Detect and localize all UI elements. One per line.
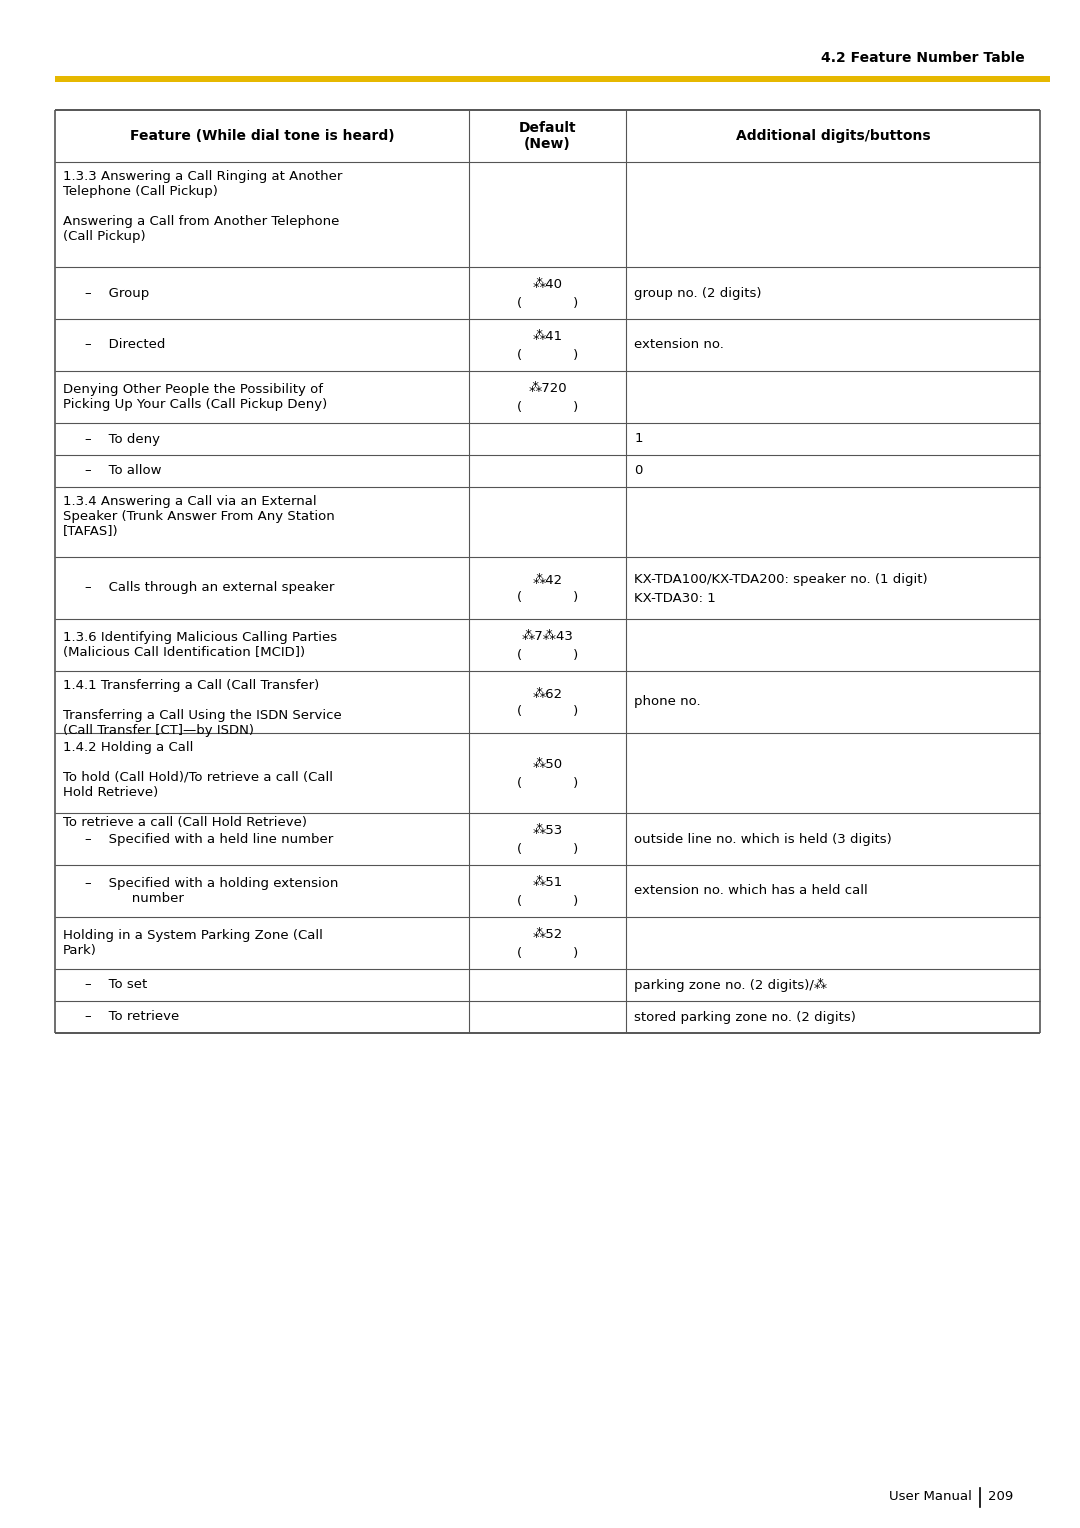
Text: ⁂53: ⁂53 [532, 825, 563, 837]
Text: Holding in a System Parking Zone (Call
Park): Holding in a System Parking Zone (Call P… [63, 929, 323, 957]
Text: –    Group: – Group [85, 287, 149, 299]
Text: –    Specified with a held line number: – Specified with a held line number [85, 833, 334, 845]
Bar [55, 76, 1050, 83]
Text: 1.3.6 Identifying Malicious Calling Parties
(Malicious Call Identification [MCID: 1.3.6 Identifying Malicious Calling Part… [63, 631, 337, 659]
Text: 1.3.4 Answering a Call via an External
Speaker (Trunk Answer From Any Station
[T: 1.3.4 Answering a Call via an External S… [63, 495, 335, 538]
Text: ⁂41: ⁂41 [532, 330, 563, 344]
Text: –    To deny: – To deny [85, 432, 160, 446]
Text: ⁂7⁂43: ⁂7⁂43 [522, 631, 573, 643]
Text: –    Calls through an external speaker: – Calls through an external speaker [85, 582, 335, 594]
Text: –    To set: – To set [85, 978, 147, 992]
Text: 209: 209 [988, 1490, 1013, 1504]
Text: –    To retrieve: – To retrieve [85, 1010, 179, 1024]
Text: (            ): ( ) [517, 842, 578, 856]
Text: 0: 0 [634, 465, 643, 477]
Text: outside line no. which is held (3 digits): outside line no. which is held (3 digits… [634, 833, 892, 845]
Text: 1.4.1 Transferring a Call (Call Transfer)

Transferring a Call Using the ISDN Se: 1.4.1 Transferring a Call (Call Transfer… [63, 678, 341, 736]
Text: –    To allow: – To allow [85, 465, 162, 477]
Text: parking zone no. (2 digits)/⁂: parking zone no. (2 digits)/⁂ [634, 978, 827, 992]
Text: ⁂62: ⁂62 [532, 688, 563, 700]
Text: (            ): ( ) [517, 706, 578, 718]
Text: 1: 1 [634, 432, 643, 446]
Text: Default
(New): Default (New) [518, 121, 577, 151]
Text: User Manual: User Manual [889, 1490, 972, 1504]
Text: (            ): ( ) [517, 946, 578, 960]
Text: ⁂720: ⁂720 [528, 382, 567, 396]
Text: Denying Other People the Possibility of
Picking Up Your Calls (Call Pickup Deny): Denying Other People the Possibility of … [63, 384, 327, 411]
Text: –    Specified with a holding extension
           number: – Specified with a holding extension num… [85, 877, 338, 905]
Text: stored parking zone no. (2 digits): stored parking zone no. (2 digits) [634, 1010, 856, 1024]
Text: (            ): ( ) [517, 591, 578, 605]
Text: extension no. which has a held call: extension no. which has a held call [634, 885, 868, 897]
Text: 1.4.2 Holding a Call

To hold (Call Hold)/To retrieve a call (Call
Hold Retrieve: 1.4.2 Holding a Call To hold (Call Hold)… [63, 741, 333, 830]
Text: –    Directed: – Directed [85, 339, 165, 351]
Text: Feature (While dial tone is heard): Feature (While dial tone is heard) [130, 128, 394, 144]
Text: ⁂40: ⁂40 [532, 278, 563, 292]
Text: (            ): ( ) [517, 348, 578, 362]
Text: phone no.: phone no. [634, 695, 701, 709]
Text: (            ): ( ) [517, 648, 578, 662]
Text: ⁂52: ⁂52 [532, 929, 563, 941]
Text: ⁂50: ⁂50 [532, 758, 563, 772]
Text: group no. (2 digits): group no. (2 digits) [634, 287, 761, 299]
Text: KX-TDA30: 1: KX-TDA30: 1 [634, 591, 716, 605]
Text: ⁂42: ⁂42 [532, 573, 563, 587]
Text: 1.3.3 Answering a Call Ringing at Another
Telephone (Call Pickup)

Answering a C: 1.3.3 Answering a Call Ringing at Anothe… [63, 170, 342, 243]
Text: KX-TDA100/KX-TDA200: speaker no. (1 digit): KX-TDA100/KX-TDA200: speaker no. (1 digi… [634, 573, 928, 585]
Text: (            ): ( ) [517, 776, 578, 790]
Text: extension no.: extension no. [634, 339, 725, 351]
Text: (            ): ( ) [517, 894, 578, 908]
Text: (            ): ( ) [517, 400, 578, 414]
Text: ⁂51: ⁂51 [532, 877, 563, 889]
Text: Additional digits/buttons: Additional digits/buttons [735, 128, 931, 144]
Text: 4.2 Feature Number Table: 4.2 Feature Number Table [821, 50, 1025, 66]
Text: (            ): ( ) [517, 296, 578, 310]
